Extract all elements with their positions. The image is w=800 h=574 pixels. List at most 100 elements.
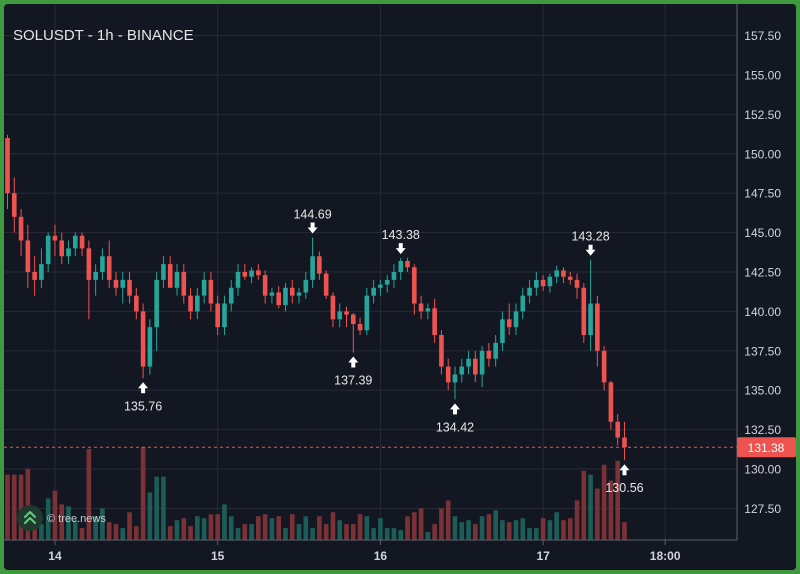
candle xyxy=(25,224,31,288)
price-tick-label: 155.00 xyxy=(744,68,781,82)
candle-body xyxy=(615,421,620,438)
annotation-label: 144.69 xyxy=(293,207,331,221)
volume-bar xyxy=(615,460,620,540)
volume-bar xyxy=(262,514,268,540)
candle-body xyxy=(418,303,424,312)
watermark-text: © tree.news xyxy=(47,513,106,525)
price-axis[interactable] xyxy=(737,4,796,570)
volume-bar xyxy=(208,514,214,540)
candle xyxy=(520,287,526,320)
candle-body xyxy=(323,273,329,296)
candle-body xyxy=(154,279,159,328)
candle xyxy=(174,264,180,296)
volume-bar xyxy=(567,518,573,540)
volume-bar xyxy=(289,514,295,540)
volume-bar xyxy=(486,514,492,540)
candle xyxy=(601,346,607,391)
candle xyxy=(181,264,187,304)
candle xyxy=(459,358,465,383)
candle-body xyxy=(161,264,166,280)
candle-body xyxy=(106,256,112,280)
candle xyxy=(445,358,451,391)
volume-bar xyxy=(235,528,241,540)
candle xyxy=(567,272,573,285)
candle xyxy=(479,346,485,388)
candle-body xyxy=(581,287,587,336)
arrow-down-icon xyxy=(585,244,596,256)
price-annotation: 143.28 xyxy=(571,230,610,256)
last-price-label: 131.38 xyxy=(737,437,796,458)
time-tick-label: 17 xyxy=(536,549,550,563)
volume-bar xyxy=(622,522,627,540)
volume-bar xyxy=(140,446,146,540)
candle xyxy=(527,279,532,304)
candle-body xyxy=(73,235,78,249)
candle-body xyxy=(527,287,532,296)
candle-body xyxy=(405,260,410,268)
volume-bar xyxy=(330,512,336,540)
candle xyxy=(493,335,498,367)
last-price-text: 131.38 xyxy=(748,441,785,455)
candle xyxy=(256,264,261,280)
candle-body xyxy=(283,287,288,306)
volume-bar xyxy=(452,516,458,540)
volume-bar xyxy=(520,518,526,540)
candle xyxy=(378,279,383,296)
price-annotation: 137.39 xyxy=(334,356,372,388)
candle-body xyxy=(622,437,627,448)
candle-body xyxy=(32,272,37,280)
volume-bar xyxy=(269,518,275,540)
candle xyxy=(269,287,275,304)
volume-bar xyxy=(154,476,159,540)
candle xyxy=(547,273,553,293)
candle xyxy=(100,248,105,280)
candle xyxy=(66,240,71,265)
candle xyxy=(405,257,410,272)
candle-body xyxy=(540,279,546,287)
candle xyxy=(317,251,322,280)
candle-body xyxy=(310,256,315,280)
candle-body xyxy=(303,279,309,293)
volume-bar xyxy=(147,492,153,540)
volume-bar xyxy=(5,474,10,540)
candlestick-chart: 135.76 144.69 137.39 143.38 134.42 143.28 130.… xyxy=(4,4,796,570)
arrow-down-icon xyxy=(307,222,318,234)
candle-body xyxy=(215,303,220,328)
candle xyxy=(18,208,24,257)
candle-body xyxy=(79,235,85,249)
volume-bar xyxy=(113,524,119,540)
candle xyxy=(59,232,65,265)
candle xyxy=(276,286,281,309)
candle xyxy=(452,366,458,400)
volume-bar xyxy=(547,520,553,540)
candle xyxy=(93,264,98,296)
candle xyxy=(344,306,349,328)
price-tick-label: 130.00 xyxy=(744,463,781,477)
candle-body xyxy=(384,279,390,285)
volume-bar xyxy=(215,514,220,540)
candle-body xyxy=(113,279,119,288)
candle xyxy=(330,292,336,328)
candle xyxy=(235,264,241,296)
price-tick-label: 135.00 xyxy=(744,384,781,398)
candle xyxy=(561,267,566,284)
volume-bar xyxy=(425,532,431,540)
candle-body xyxy=(445,366,451,383)
volume-bars xyxy=(5,446,627,540)
volume-bar xyxy=(86,448,92,540)
candle-body xyxy=(425,308,431,312)
volume-bar xyxy=(323,524,329,540)
volume-bar xyxy=(378,518,383,540)
candle xyxy=(222,295,227,336)
volume-bar xyxy=(310,528,315,540)
candle-body xyxy=(513,311,519,328)
volume-bar xyxy=(459,522,465,540)
volume-bar xyxy=(73,520,78,540)
candle xyxy=(466,350,471,375)
volume-bar xyxy=(93,516,98,540)
candle-body xyxy=(493,342,498,359)
candle-body xyxy=(289,287,295,296)
candle-body xyxy=(86,248,92,280)
candle xyxy=(289,279,295,304)
candle xyxy=(425,303,431,320)
